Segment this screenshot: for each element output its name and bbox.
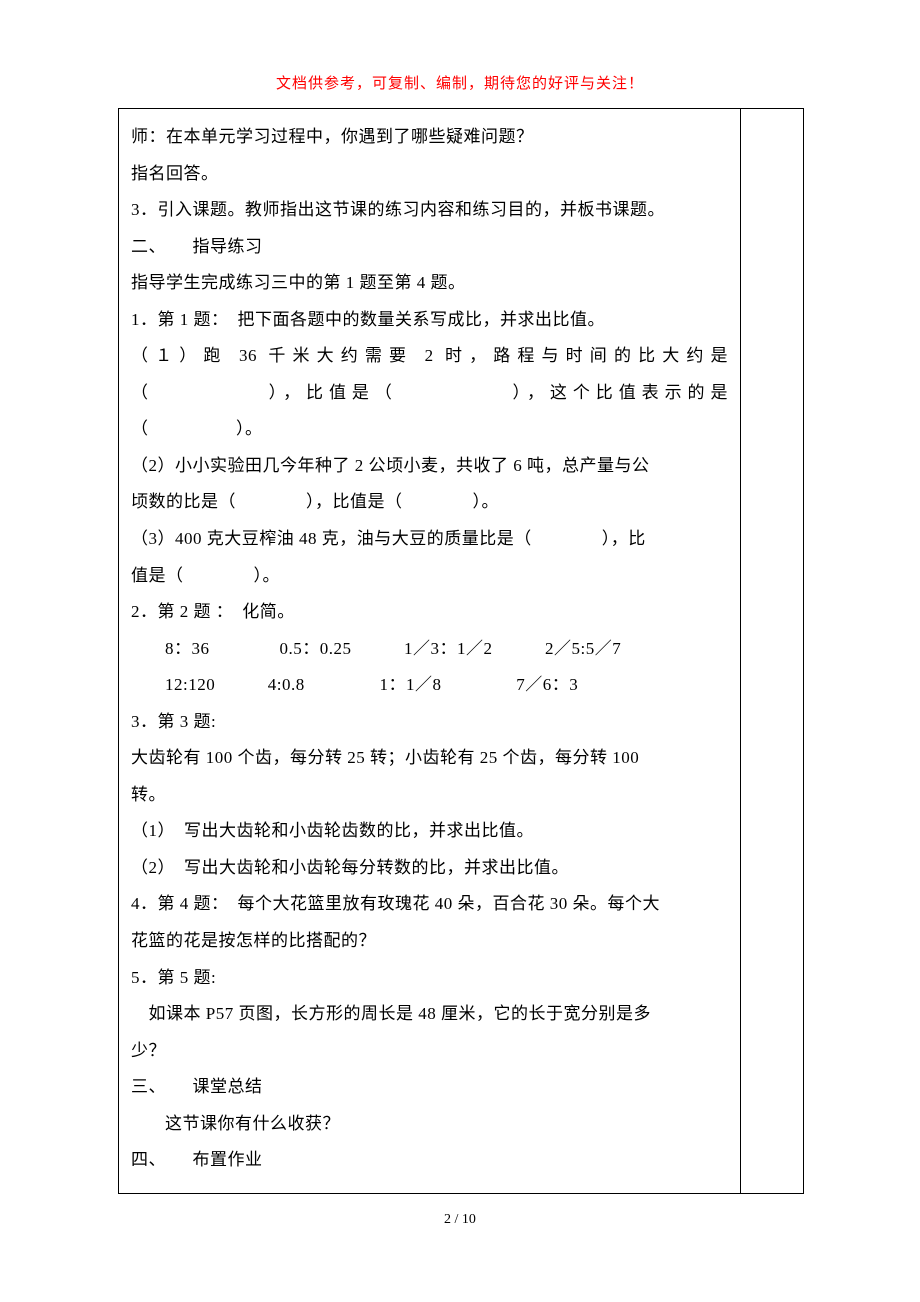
content-line: （2） 写出大齿轮和小齿轮每分转数的比，并求出比值。 [131,850,728,887]
content-line: 转。 [131,777,728,814]
content-line: 2．第 2 题 ： 化简。 [131,594,728,631]
content-line: 大齿轮有 100 个齿，每分转 25 转；小齿轮有 25 个齿，每分转 100 [131,740,728,777]
side-cell [741,109,803,1193]
content-line: 3．引入课题。教师指出这节课的练习内容和练习目的，并板书课题。 [131,192,728,229]
content-line: （3）400 克大豆榨油 48 克，油与大豆的质量比是（ ），比 [131,521,728,558]
content-line: 花篮的花是按怎样的比搭配的？ [131,923,728,960]
content-lines-container: 师：在本单元学习过程中，你遇到了哪些疑难问题？指名回答。3．引入课题。教师指出这… [131,119,728,1179]
page-number: 2 / 10 [0,1212,920,1228]
content-line: （ ），比值是（ ），这个比值表示的是 [131,375,728,412]
content-line: 三、 课堂总结 [131,1069,728,1106]
content-line: 指名回答。 [131,156,728,193]
content-line: 这节课你有什么收获？ [131,1106,728,1143]
content-line: 12:120 4:0.8 1：1／8 7／6：3 [131,667,728,704]
content-line: 5．第 5 题: [131,960,728,997]
content-line: 值是（ ）。 [131,558,728,595]
content-line: （ ）。 [131,411,728,448]
content-line: 师：在本单元学习过程中，你遇到了哪些疑难问题？ [131,119,728,156]
main-content-cell: 师：在本单元学习过程中，你遇到了哪些疑难问题？指名回答。3．引入课题。教师指出这… [119,109,741,1193]
content-line: （１）跑 36 千米大约需要 2 时，路程与时间的比大约是 [131,338,728,375]
header-note: 文档供参考，可复制、编制，期待您的好评与关注！ [0,72,920,93]
content-line: 如课本 P57 页图，长方形的周长是 48 厘米，它的长于宽分别是多 [131,996,728,1033]
content-line: （2）小小实验田几今年种了 2 公顷小麦，共收了 6 吨，总产量与公 [131,448,728,485]
content-line: 3．第 3 题: [131,704,728,741]
content-line: 二、 指导练习 [131,229,728,266]
content-line: 8：36 0.5：0.25 1／3：1／2 2／5:5／7 [131,631,728,668]
content-line: 少？ [131,1033,728,1070]
content-line: 顷数的比是（ ），比值是（ ）。 [131,484,728,521]
lesson-table: 师：在本单元学习过程中，你遇到了哪些疑难问题？指名回答。3．引入课题。教师指出这… [118,108,804,1194]
content-line: 指导学生完成练习三中的第 1 题至第 4 题。 [131,265,728,302]
content-line: 四、 布置作业 [131,1142,728,1179]
content-line: （1） 写出大齿轮和小齿轮齿数的比，并求出比值。 [131,813,728,850]
document-container: 师：在本单元学习过程中，你遇到了哪些疑难问题？指名回答。3．引入课题。教师指出这… [118,108,804,1194]
content-line: 4．第 4 题： 每个大花篮里放有玫瑰花 40 朵，百合花 30 朵。每个大 [131,886,728,923]
content-line: 1．第 1 题： 把下面各题中的数量关系写成比，并求出比值。 [131,302,728,339]
